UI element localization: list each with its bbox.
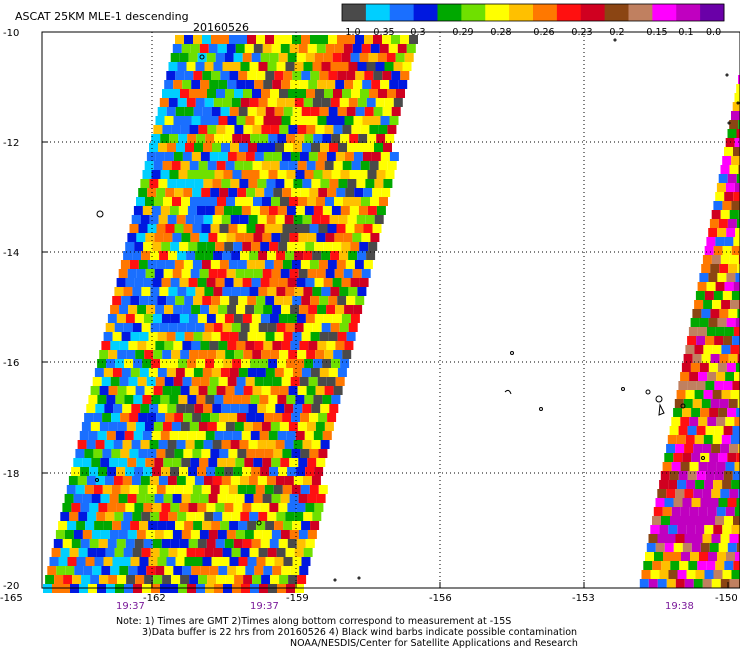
colorbar: -1.0 -0.35 -0.3 -0.29 -0.28 -0.26 -0.23 -0.2 -0.… — [341, 3, 725, 38]
y-tick-label: -18 — [3, 469, 19, 480]
grid-lines — [41, 31, 740, 589]
x-tick-label: -153 — [572, 593, 595, 604]
time-labels: 19:37 19:37 19:38 — [116, 601, 694, 612]
colorbar-segment — [365, 4, 391, 21]
map-date: 20160526 — [193, 21, 249, 34]
colorbar-segment — [533, 4, 558, 21]
note-line-3: NOAA/NESDIS/Center for Satellite Applica… — [290, 638, 578, 649]
x-axis-labels: -165 -162 -159 -156 -153 -150 — [0, 593, 738, 604]
colorbar-segment — [604, 4, 629, 21]
x-tick-label: -159 — [286, 593, 309, 604]
colorbar-segment — [700, 4, 725, 21]
y-tick-label: -16 — [3, 358, 19, 369]
x-tick-label: -150 — [715, 593, 738, 604]
colorbar-segment — [580, 4, 606, 21]
map-title: ASCAT 25KM MLE-1 descending — [15, 10, 189, 23]
x-tick-label: -156 — [429, 593, 452, 604]
colorbar-segment — [556, 4, 582, 21]
y-tick-label: -12 — [3, 138, 19, 149]
y-tick-label: -14 — [3, 248, 19, 259]
colorbar-segment — [461, 4, 486, 21]
colorbar-segment — [389, 4, 415, 21]
time-label: 19:37 — [116, 601, 145, 612]
colorbar-segment — [509, 4, 534, 21]
y-tick-label: -20 — [3, 581, 19, 592]
time-label: 19:38 — [665, 601, 694, 612]
time-label: 19:37 — [250, 601, 279, 612]
x-tick-label: -165 — [0, 593, 23, 604]
colorbar-segment — [413, 4, 438, 21]
colorbar-segment — [485, 4, 510, 21]
y-tick-label: -10 — [3, 28, 19, 39]
y-axis-labels: -10 -12 -14 -16 -18 -20 — [3, 28, 19, 592]
note-line-2: 3)Data buffer is 22 hrs from 20160526 4)… — [142, 627, 577, 638]
colorbar-segment — [342, 4, 367, 21]
x-tick-label: -162 — [143, 593, 166, 604]
island-outlines — [95, 38, 740, 582]
colorbar-segment — [676, 4, 701, 21]
colorbar-segment — [652, 4, 677, 21]
colorbar-segment — [628, 4, 653, 21]
data-swaths — [43, 35, 740, 593]
plot-frame — [41, 31, 740, 589]
note-line-1: Note: 1) Times are GMT 2)Times along bot… — [116, 616, 511, 627]
colorbar-segment — [437, 4, 462, 21]
